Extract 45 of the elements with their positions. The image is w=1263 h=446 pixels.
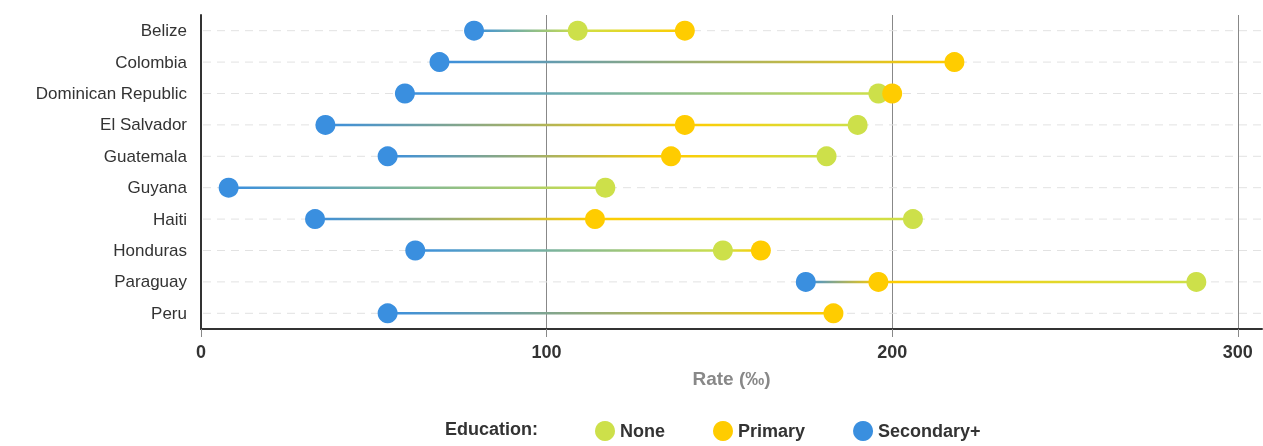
legend-label: Primary bbox=[738, 421, 806, 441]
legend-title: Education: bbox=[445, 419, 538, 439]
y-tick-label: Honduras bbox=[113, 241, 187, 260]
y-tick-label: Guyana bbox=[127, 178, 188, 198]
y-tick-label: Peru bbox=[151, 303, 187, 323]
point bbox=[1186, 271, 1207, 292]
point bbox=[567, 20, 588, 41]
point bbox=[394, 83, 415, 104]
x-axis-title: Rate (‰) bbox=[692, 368, 771, 389]
x-tick-label: 300 bbox=[1222, 342, 1253, 362]
point bbox=[377, 146, 398, 167]
legend-label: Secondary+ bbox=[878, 421, 981, 441]
point bbox=[750, 240, 771, 261]
point bbox=[795, 271, 816, 292]
point bbox=[902, 209, 923, 230]
point bbox=[315, 114, 336, 135]
y-tick-label: Dominican Republic bbox=[35, 84, 188, 103]
point bbox=[595, 177, 616, 198]
legend-label: None bbox=[620, 421, 665, 441]
point bbox=[868, 271, 889, 292]
point bbox=[305, 209, 326, 230]
point bbox=[823, 303, 844, 324]
point bbox=[816, 146, 837, 167]
point bbox=[218, 177, 239, 198]
y-tick-label: Paraguay bbox=[114, 272, 188, 292]
x-tick-label: 200 bbox=[877, 342, 908, 362]
y-tick-label: Guatemala bbox=[103, 146, 188, 166]
y-tick-label: Belize bbox=[140, 21, 187, 41]
point bbox=[847, 114, 868, 135]
point bbox=[674, 20, 695, 41]
point bbox=[464, 20, 485, 41]
y-tick-label: Colombia bbox=[115, 52, 188, 72]
x-tick-label: 100 bbox=[531, 342, 562, 362]
point bbox=[585, 209, 605, 230]
point bbox=[377, 303, 398, 324]
point bbox=[712, 240, 733, 261]
point bbox=[405, 240, 426, 261]
y-tick-label: Haiti bbox=[152, 209, 187, 229]
point bbox=[882, 83, 903, 104]
y-tick-label: El Salvador bbox=[100, 115, 188, 135]
point bbox=[429, 52, 450, 73]
point bbox=[674, 114, 695, 135]
x-tick-label: 0 bbox=[195, 342, 207, 362]
point bbox=[944, 52, 965, 73]
point bbox=[661, 146, 682, 167]
